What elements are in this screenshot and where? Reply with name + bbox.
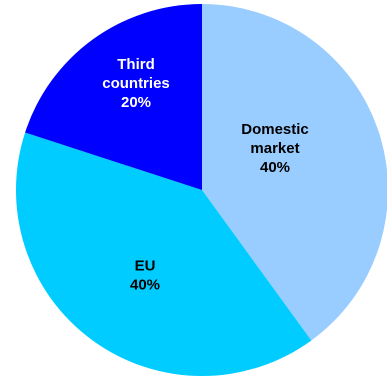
slice-label-line: 40% — [260, 159, 290, 176]
slice-label-line: 40% — [130, 277, 160, 294]
pie-slice-0 — [202, 4, 387, 341]
slice-label-line: market — [250, 140, 299, 157]
slice-label-1: EU 40% — [130, 258, 160, 294]
pie-slice-1 — [15, 132, 312, 377]
slice-label-line: Domestic — [241, 121, 309, 138]
pie-labels: Domestic market 40% EU 40% Third countries 20% — [102, 56, 309, 294]
slice-label-line: countries — [102, 75, 170, 92]
slice-label-line: EU — [135, 258, 156, 275]
slice-label-line: Third — [117, 56, 155, 73]
pie-slices — [15, 4, 387, 377]
slice-label-0: Domestic market 40% — [241, 121, 309, 176]
slice-label-line: 20% — [121, 94, 151, 111]
pie-slice-2 — [25, 4, 202, 190]
slice-label-2: Third countries 20% — [102, 56, 170, 111]
